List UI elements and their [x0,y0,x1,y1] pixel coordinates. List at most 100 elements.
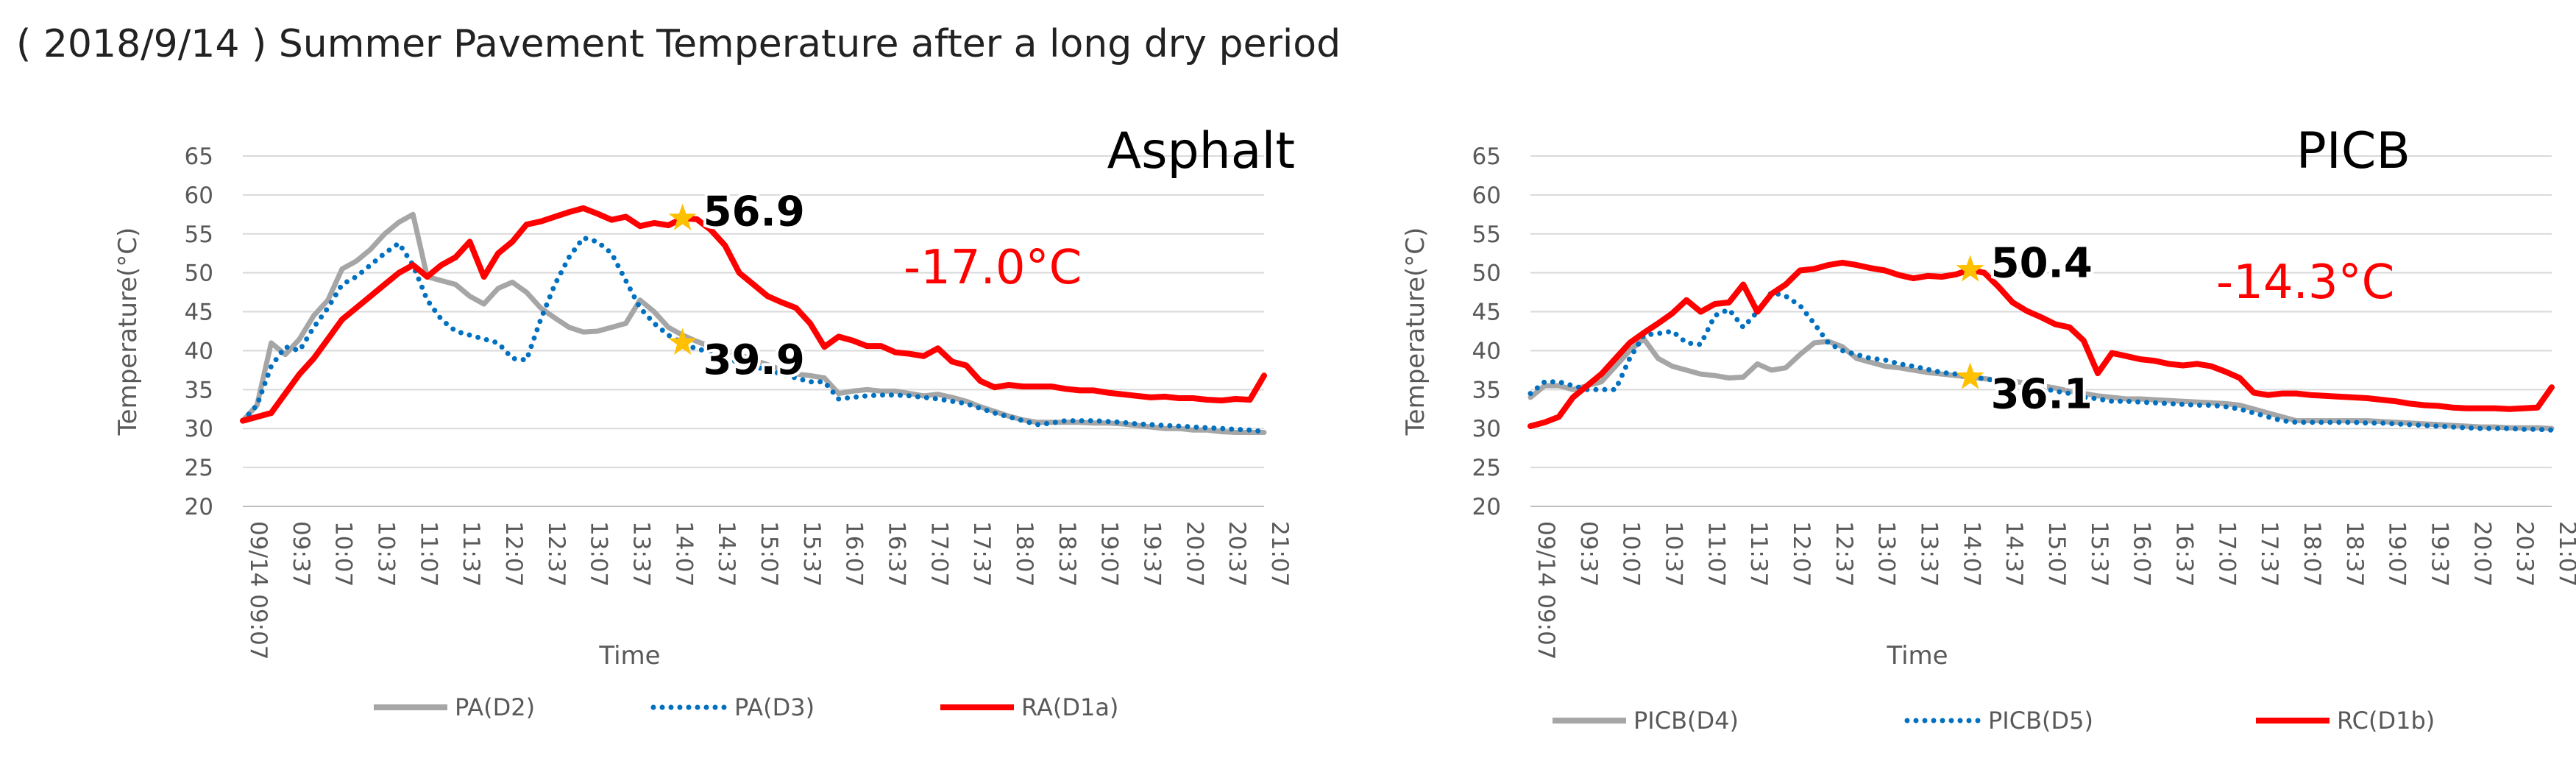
x-tick-label: 14:37 [2001,521,2027,587]
y-tick-label: 50 [185,261,213,287]
y-tick-label: 25 [1472,455,1501,481]
chart-title: PICB [2296,122,2410,180]
y-tick-label: 25 [185,455,213,481]
max-star-icon [668,203,697,230]
x-tick-label: 11:07 [1703,521,1729,587]
x-tick-label: 20:37 [2511,521,2538,587]
x-tick-label: 19:37 [2427,521,2453,587]
legend-label-PA(D2): PA(D2) [455,693,535,721]
asphalt-chart: 65 60 55 50 45 40 35 30 25 20 09/14 09:07 09:37 10:0… [113,122,1295,721]
legend-label-PICB(D4): PICB(D4) [1633,707,1739,735]
x-tick-label: 20:37 [1224,521,1250,587]
x-axis-title: Time [1886,641,1948,671]
x-tick-label: 12:07 [1788,521,1814,587]
x-tick-label: 21:07 [2554,521,2576,587]
x-tick-label: 18:07 [1011,521,1037,587]
chart-title: Asphalt [1107,122,1295,180]
y-axis-title: Temperature(°C) [1401,227,1430,436]
max-temperature-label: 56.9 [703,188,805,236]
x-tick-label: 18:37 [2341,521,2368,587]
series-line-PA(D2) [240,211,1267,435]
x-tick-label: 17:07 [926,521,952,587]
x-tick-label: 20:07 [1181,521,1207,587]
x-tick-label: 09:37 [1575,521,1602,587]
x-tick-label: 11:07 [415,521,441,587]
x-tick-label: 10:37 [1661,521,1687,587]
x-tick-label: 10:07 [1618,521,1644,587]
y-tick-label: 40 [1472,338,1501,364]
x-tick-label: 16:37 [884,521,910,587]
min-temperature-label: 39.9 [703,336,805,384]
x-tick-label: 13:07 [586,521,612,587]
y-tick-label: 30 [1472,416,1501,442]
temperature-difference-label: -17.0°C [904,241,1082,295]
x-tick-label: 20:07 [2469,521,2495,587]
y-tick-label: 20 [185,494,213,520]
x-tick-label: 09:37 [288,521,314,587]
x-tick-label: 21:07 [1266,521,1293,587]
x-axis-title: Time [598,641,660,671]
series-line-PICB(D5) [1527,289,2555,433]
y-tick-label: 40 [185,338,213,364]
x-tick-label: 12:37 [543,521,570,587]
y-tick-label: 45 [185,300,213,326]
x-tick-label: 11:37 [1745,521,1772,587]
x-tick-label: 19:37 [1139,521,1165,587]
legend-label-RA(D1a): RA(D1a) [1021,693,1118,721]
y-tick-label: 35 [185,377,213,403]
x-tick-label: 09/14 09:07 [245,521,272,660]
picb-chart: 65 60 55 50 45 40 35 30 25 20 09/14 09:07 09:37 10:0… [1401,122,2576,735]
y-tick-label: 55 [185,222,213,248]
x-tick-label: 15:07 [756,521,782,587]
x-tick-label: 14:37 [713,521,739,587]
temperature-difference-label: -14.3°C [2216,255,2394,310]
x-tick-label: 16:07 [841,521,867,587]
y-tick-label: 50 [1472,261,1501,287]
x-tick-label: 16:07 [2129,521,2155,587]
x-tick-label: 16:37 [2171,521,2198,587]
x-tick-label: 17:37 [968,521,995,587]
y-tick-label: 20 [1472,494,1501,520]
x-tick-label: 12:37 [1831,521,1857,587]
x-tick-label: 18:07 [2299,521,2325,587]
x-tick-label: 14:07 [670,521,697,587]
x-tick-label: 10:37 [373,521,400,587]
y-tick-label: 30 [185,416,213,442]
x-tick-label: 14:07 [1958,521,1984,587]
series-line-PA(D3) [240,235,1267,434]
max-temperature-label: 50.4 [1991,239,2093,287]
y-tick-label: 65 [185,144,213,170]
series-line-RA(D1a) [240,205,1267,424]
y-tick-label: 60 [1472,183,1501,209]
legend-label-PA(D3): PA(D3) [734,693,815,721]
legend-label-RC(D1b): RC(D1b) [2337,707,2435,735]
y-axis-title: Temperature(°C) [113,227,143,436]
x-tick-label: 12:07 [500,521,527,587]
x-tick-label: 15:37 [798,521,825,587]
y-tick-label: 35 [1472,377,1501,403]
min-star-icon [668,328,697,355]
min-temperature-label: 36.1 [1991,370,2093,418]
x-tick-label: 17:07 [2213,521,2240,587]
x-tick-label: 13:07 [1873,521,1900,587]
x-tick-label: 18:37 [1054,521,1080,587]
x-tick-label: 13:37 [1916,521,1942,587]
x-tick-label: 19:07 [1096,521,1123,587]
max-star-icon [1956,255,1984,282]
x-tick-label: 19:07 [2384,521,2410,587]
x-tick-label: 09/14 09:07 [1533,521,1559,660]
y-tick-label: 45 [1472,300,1501,326]
page-title: ( 2018/9/14 ) Summer Pavement Temperatur… [16,22,1341,66]
y-tick-label: 65 [1472,144,1501,170]
x-tick-label: 10:07 [330,521,357,587]
x-tick-label: 17:37 [2256,521,2282,587]
y-tick-label: 55 [1472,222,1501,248]
x-tick-label: 11:37 [458,521,484,587]
x-tick-label: 13:37 [628,521,655,587]
x-tick-label: 15:07 [2043,521,2070,587]
x-tick-label: 15:37 [2086,521,2112,587]
legend-label-PICB(D5): PICB(D5) [1988,707,2093,735]
min-star-icon [1956,362,1984,389]
y-tick-label: 60 [185,183,213,209]
series-line-RC(D1b) [1527,259,2555,429]
